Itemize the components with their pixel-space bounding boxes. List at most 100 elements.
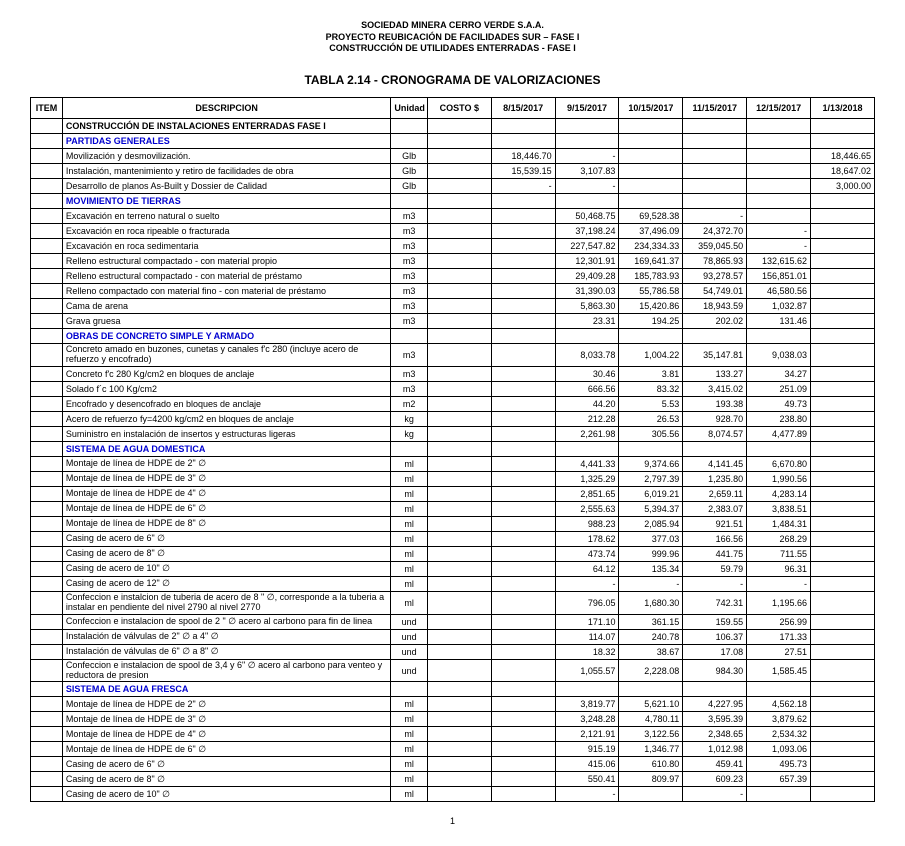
cell xyxy=(811,629,875,644)
cell: ml xyxy=(391,501,427,516)
table-body: CONSTRUCCIÓN DE INSTALACIONES ENTERRADAS… xyxy=(31,119,875,802)
table-row: Montaje de línea de HDPE de 3" ∅ml1,325.… xyxy=(31,471,875,486)
cell xyxy=(31,576,63,591)
description-cell: Confeccion e instalacion de spool de 2 "… xyxy=(62,614,390,629)
cell: 185,783.93 xyxy=(619,269,683,284)
cell: 1,032.87 xyxy=(747,299,811,314)
col-date-2: 9/15/2017 xyxy=(555,98,619,119)
cell xyxy=(427,194,491,209)
cell: m3 xyxy=(391,209,427,224)
cell xyxy=(747,209,811,224)
cell: 30.46 xyxy=(555,366,619,381)
cell: 6,019.21 xyxy=(619,486,683,501)
col-cost: COSTO $ xyxy=(427,98,491,119)
cell xyxy=(31,516,63,531)
cell: 9,038.03 xyxy=(747,344,811,367)
cell xyxy=(31,329,63,344)
cell xyxy=(811,119,875,134)
cell xyxy=(427,366,491,381)
cell xyxy=(811,411,875,426)
cell xyxy=(31,546,63,561)
cell xyxy=(31,179,63,194)
cell xyxy=(811,659,875,682)
cell: 106.37 xyxy=(683,629,747,644)
col-date-5: 12/15/2017 xyxy=(747,98,811,119)
cell: ml xyxy=(391,471,427,486)
cell xyxy=(427,224,491,239)
cell xyxy=(491,411,555,426)
cell xyxy=(491,441,555,456)
cell: 610.80 xyxy=(619,757,683,772)
cell: 666.56 xyxy=(555,381,619,396)
cell xyxy=(427,742,491,757)
cell xyxy=(427,284,491,299)
cell: 15,539.15 xyxy=(491,164,555,179)
description-cell: Confeccion e instalcion de tuberia de ac… xyxy=(62,591,390,614)
cell xyxy=(811,561,875,576)
cell xyxy=(491,269,555,284)
cell: 473.74 xyxy=(555,546,619,561)
table-row: Relleno compactado con material fino - c… xyxy=(31,284,875,299)
cell: 114.07 xyxy=(555,629,619,644)
cell xyxy=(427,329,491,344)
table-row: Concreto f'c 280 Kg/cm2 en bloques de an… xyxy=(31,366,875,381)
description-cell: Suministro en instalación de insertos y … xyxy=(62,426,390,441)
cell xyxy=(747,787,811,802)
cell: 38.67 xyxy=(619,644,683,659)
cell: 2,534.32 xyxy=(747,727,811,742)
cell: 2,659.11 xyxy=(683,486,747,501)
table-row: Relleno estructural compactado - con mat… xyxy=(31,254,875,269)
cell: 1,585.45 xyxy=(747,659,811,682)
table-row: Casing de acero de 10" ∅ml64.12135.3459.… xyxy=(31,561,875,576)
table-row: Acero de refuerzo fy=4200 kg/cm2 en bloq… xyxy=(31,411,875,426)
cell: 305.56 xyxy=(619,426,683,441)
cell: - xyxy=(747,224,811,239)
cell xyxy=(811,224,875,239)
header-line-1: SOCIEDAD MINERA CERRO VERDE S.A.A. xyxy=(30,20,875,32)
cell xyxy=(491,366,555,381)
cell xyxy=(491,381,555,396)
cell xyxy=(491,471,555,486)
table-row: Solado f´c 100 Kg/cm2m3666.5683.323,415.… xyxy=(31,381,875,396)
cell: 18,943.59 xyxy=(683,299,747,314)
cell: 37,198.24 xyxy=(555,224,619,239)
cell: 55,786.58 xyxy=(619,284,683,299)
cell: 742.31 xyxy=(683,591,747,614)
cell: 46,580.56 xyxy=(747,284,811,299)
table-row: Casing de acero de 10" ∅ml-- xyxy=(31,787,875,802)
cell: 2,121.91 xyxy=(555,727,619,742)
table-row: Montaje de línea de HDPE de 2" ∅ml4,441.… xyxy=(31,456,875,471)
description-cell: Confeccion e instalacion de spool de 3,4… xyxy=(62,659,390,682)
cell xyxy=(491,531,555,546)
cell: 2,383.07 xyxy=(683,501,747,516)
cell xyxy=(811,712,875,727)
cell xyxy=(31,314,63,329)
cell: 135.34 xyxy=(619,561,683,576)
cell xyxy=(619,134,683,149)
cell: 54,749.01 xyxy=(683,284,747,299)
cell: ml xyxy=(391,531,427,546)
cell: 3.81 xyxy=(619,366,683,381)
cell: ml xyxy=(391,697,427,712)
table-row: OBRAS DE CONCRETO SIMPLE Y ARMADO xyxy=(31,329,875,344)
description-cell: Grava gruesa xyxy=(62,314,390,329)
description-cell: Excavación en terreno natural o suelto xyxy=(62,209,390,224)
cell xyxy=(31,697,63,712)
description-cell: Montaje de línea de HDPE de 4" ∅ xyxy=(62,486,390,501)
cell xyxy=(31,426,63,441)
cell xyxy=(811,501,875,516)
cell xyxy=(31,366,63,381)
table-row: Casing de acero de 12" ∅ml---- xyxy=(31,576,875,591)
cell xyxy=(427,591,491,614)
cell xyxy=(31,456,63,471)
cell xyxy=(31,209,63,224)
cell: ml xyxy=(391,516,427,531)
cell xyxy=(491,194,555,209)
valorizaciones-table: ITEM DESCRIPCION Unidad COSTO $ 8/15/201… xyxy=(30,97,875,802)
cell: 35,147.81 xyxy=(683,344,747,367)
cell xyxy=(811,284,875,299)
cell xyxy=(555,194,619,209)
cell: ml xyxy=(391,757,427,772)
cell: 459.41 xyxy=(683,757,747,772)
cell: 928.70 xyxy=(683,411,747,426)
